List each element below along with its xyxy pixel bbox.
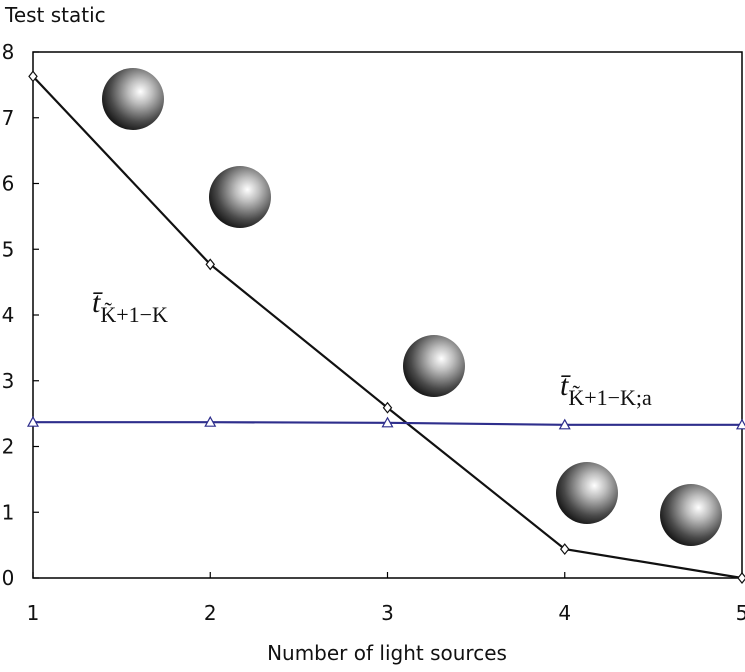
y-tick-label: 6 [2, 172, 15, 196]
diamond-marker [28, 70, 38, 83]
x-tick-label: 2 [204, 601, 217, 625]
x-tick-label: 4 [558, 601, 571, 625]
diamond-marker [737, 572, 745, 584]
x-axis-label: Number of light sources [267, 641, 507, 665]
annotation-subscript: K̃+1−K [100, 302, 168, 327]
sphere [660, 484, 722, 546]
y-tick-label: 0 [2, 566, 15, 590]
y-tick-label: 3 [2, 369, 15, 393]
annotation: t̄K̃+1−K [92, 286, 168, 327]
sphere [556, 462, 618, 524]
y-tick-label: 7 [2, 106, 15, 130]
y-tick-label: 1 [2, 500, 15, 524]
y-tick-label: 2 [2, 435, 15, 459]
x-tick-label: 3 [381, 601, 394, 625]
diamond-marker [205, 258, 216, 271]
y-tick-label: 4 [2, 303, 15, 327]
sphere-images [102, 68, 722, 546]
sphere [102, 68, 164, 130]
annotation: t̄K̃+1−K;a [560, 369, 652, 410]
series-line [32, 75, 743, 580]
triangle-marker [26, 415, 40, 427]
sphere [403, 335, 465, 397]
x-tick-label: 5 [736, 601, 745, 625]
triangle-marker [558, 418, 571, 430]
y-axis-label: Test static [4, 3, 106, 27]
triangle-marker [204, 415, 217, 427]
y-tick-label: 5 [2, 237, 15, 261]
annotation-symbol: t̄ [560, 369, 571, 402]
diamond-marker [382, 401, 393, 414]
y-tick-label: 8 [2, 40, 15, 64]
sphere [209, 166, 271, 228]
triangle-marker [381, 416, 394, 428]
diamond-marker [559, 543, 570, 556]
annotation-subscript: K̃+1−K;a [568, 385, 652, 410]
x-tick-label: 1 [27, 601, 40, 625]
annotation-symbol: t̄ [92, 286, 103, 319]
